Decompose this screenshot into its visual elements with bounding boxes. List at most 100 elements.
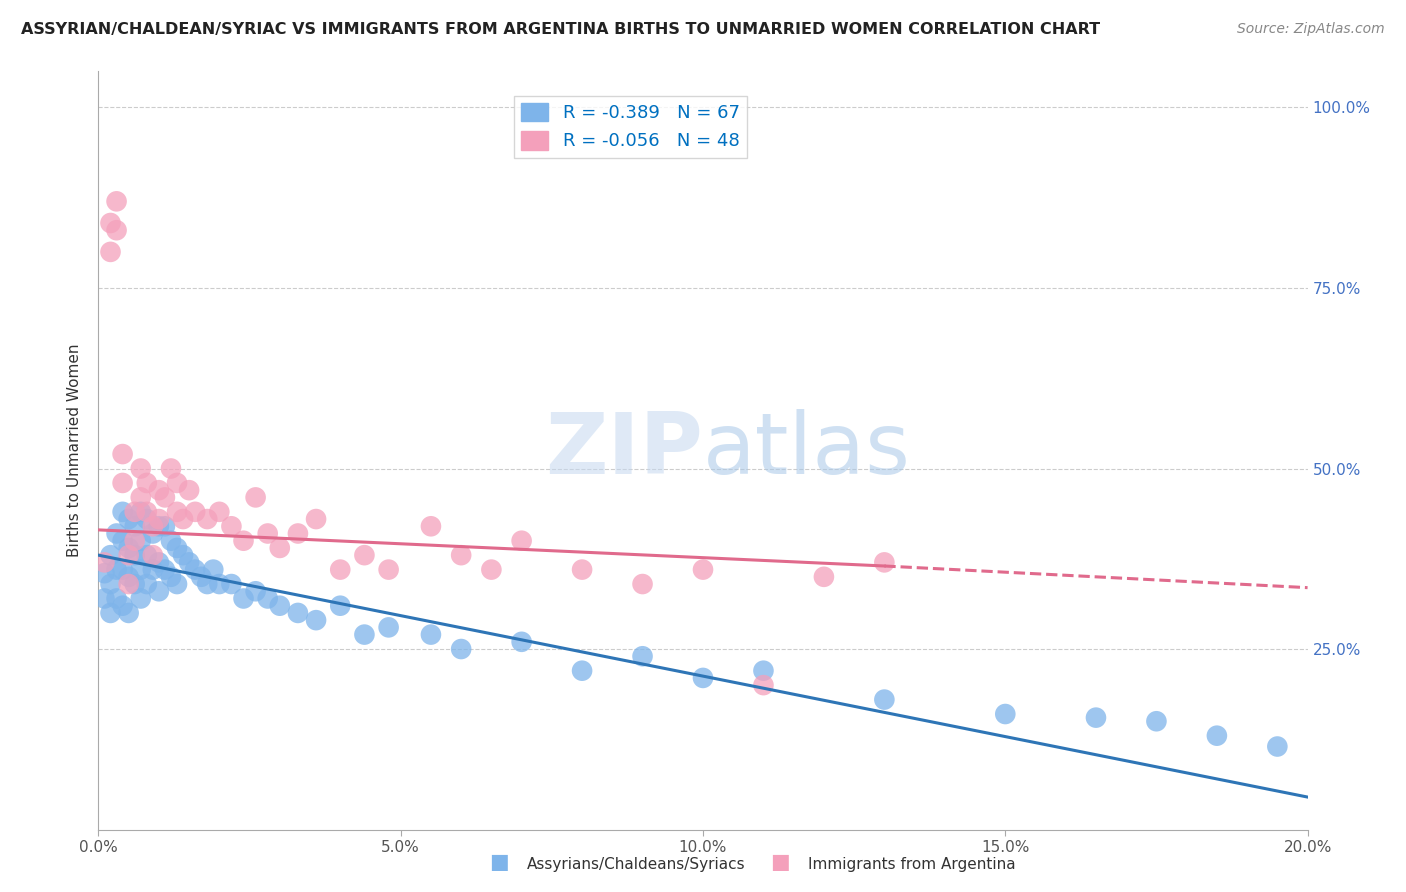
Point — [245, 491, 267, 505]
Point — [631, 577, 654, 591]
Point — [195, 512, 218, 526]
Point — [142, 563, 165, 577]
Point — [105, 223, 128, 237]
Point — [135, 505, 157, 519]
Text: Assyrians/Chaldeans/Syriacs: Assyrians/Chaldeans/Syriacs — [527, 857, 745, 872]
Point — [450, 548, 472, 562]
Point — [105, 563, 128, 577]
Point — [232, 533, 254, 548]
Point — [93, 555, 115, 569]
Point — [111, 563, 134, 577]
Point — [142, 519, 165, 533]
Point — [93, 591, 115, 606]
Point — [124, 505, 146, 519]
Point — [631, 649, 654, 664]
Text: ■: ■ — [770, 853, 790, 872]
Point — [450, 642, 472, 657]
Point — [166, 505, 188, 519]
Point — [305, 613, 328, 627]
Text: ASSYRIAN/CHALDEAN/SYRIAC VS IMMIGRANTS FROM ARGENTINA BIRTHS TO UNMARRIED WOMEN : ASSYRIAN/CHALDEAN/SYRIAC VS IMMIGRANTS F… — [21, 22, 1101, 37]
Y-axis label: Births to Unmarried Women: Births to Unmarried Women — [67, 343, 83, 558]
Point — [111, 533, 134, 548]
Point — [135, 512, 157, 526]
Point — [269, 541, 291, 555]
Point — [166, 577, 188, 591]
Point — [129, 533, 152, 548]
Point — [172, 512, 194, 526]
Point — [129, 591, 152, 606]
Point — [232, 591, 254, 606]
Point — [202, 563, 225, 577]
Point — [135, 577, 157, 591]
Point — [1085, 711, 1108, 725]
Point — [118, 606, 141, 620]
Point — [1206, 729, 1229, 743]
Point — [571, 563, 593, 577]
Point — [111, 447, 134, 461]
Point — [129, 491, 152, 505]
Point — [129, 505, 152, 519]
Point — [118, 570, 141, 584]
Point — [269, 599, 291, 613]
Point — [105, 591, 128, 606]
Text: ZIP: ZIP — [546, 409, 703, 492]
Point — [124, 577, 146, 591]
Point — [100, 577, 122, 591]
Point — [179, 555, 201, 569]
Point — [571, 664, 593, 678]
Point — [111, 475, 134, 490]
Point — [100, 244, 122, 259]
Point — [124, 533, 146, 548]
Point — [129, 461, 152, 475]
Point — [153, 563, 176, 577]
Point — [208, 577, 231, 591]
Point — [135, 475, 157, 490]
Point — [184, 505, 207, 519]
Point — [994, 706, 1017, 721]
Point — [148, 512, 170, 526]
Point — [221, 519, 243, 533]
Point — [118, 548, 141, 562]
Text: Source: ZipAtlas.com: Source: ZipAtlas.com — [1237, 22, 1385, 37]
Text: atlas: atlas — [703, 409, 911, 492]
Point — [111, 599, 134, 613]
Point — [692, 671, 714, 685]
Text: ■: ■ — [489, 853, 509, 872]
Point — [353, 627, 375, 641]
Point — [245, 584, 267, 599]
Point — [166, 475, 188, 490]
Point — [100, 216, 122, 230]
Point — [124, 548, 146, 562]
Point — [420, 627, 443, 641]
Point — [124, 519, 146, 533]
Text: Immigrants from Argentina: Immigrants from Argentina — [808, 857, 1017, 872]
Point — [692, 563, 714, 577]
Point — [813, 570, 835, 584]
Point — [160, 570, 183, 584]
Point — [148, 519, 170, 533]
Point — [153, 519, 176, 533]
Point — [184, 563, 207, 577]
Point — [329, 563, 352, 577]
Point — [287, 606, 309, 620]
Point — [510, 533, 533, 548]
Point — [752, 678, 775, 692]
Point — [256, 526, 278, 541]
Point — [221, 577, 243, 591]
Point — [190, 570, 212, 584]
Point — [873, 555, 896, 569]
Point — [420, 519, 443, 533]
Point — [353, 548, 375, 562]
Point — [118, 541, 141, 555]
Point — [305, 512, 328, 526]
Point — [256, 591, 278, 606]
Point — [752, 664, 775, 678]
Point — [510, 635, 533, 649]
Point — [1267, 739, 1289, 754]
Point — [160, 533, 183, 548]
Point — [118, 577, 141, 591]
Point — [329, 599, 352, 613]
Point — [148, 555, 170, 569]
Legend: R = -0.389   N = 67, R = -0.056   N = 48: R = -0.389 N = 67, R = -0.056 N = 48 — [515, 95, 747, 158]
Point — [873, 692, 896, 706]
